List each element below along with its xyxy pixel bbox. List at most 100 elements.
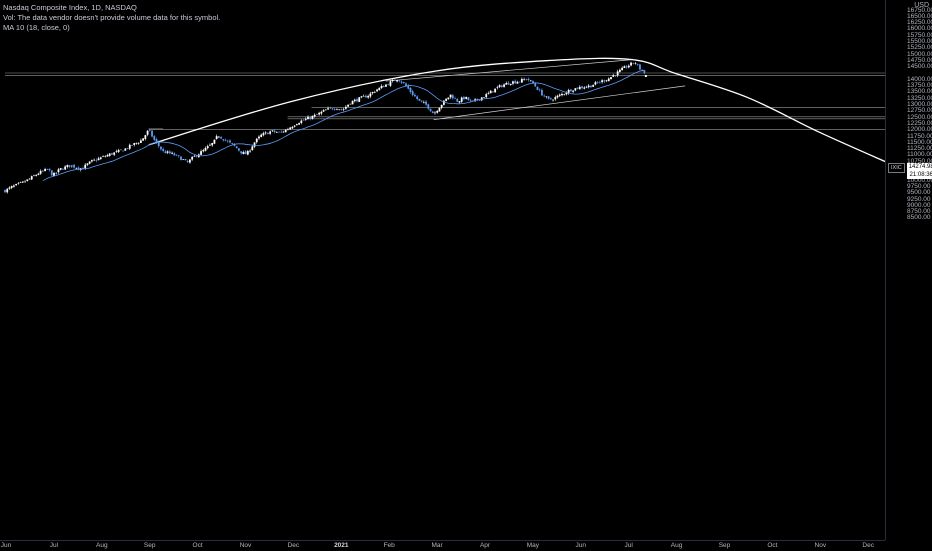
candle-body [572,90,575,92]
candle-body [82,168,84,169]
candle-body [329,107,332,109]
candle-body [478,99,481,101]
candle-body [26,179,29,182]
time-axis[interactable]: Jun Jul Aug Sep Oct Nov Dec 2021 Feb Mar Apr May Jun… [0,540,885,551]
candle-body [489,90,492,94]
candle-body [304,118,307,120]
chart-legend: Nasdaq Composite Index, 1D, NASDAQ Vol: … [3,3,220,33]
candle-body [607,78,610,82]
candle-body [405,83,407,86]
candle-body [632,62,635,64]
candle-body [244,151,247,155]
candle-body [349,103,352,105]
candle-body [231,142,234,144]
price-plot[interactable] [0,0,885,540]
candle-body [177,155,180,157]
candle-body [224,139,227,141]
symbol-title[interactable]: Nasdaq Composite Index, 1D, NASDAQ [3,3,137,12]
candle-body [4,190,6,193]
candle-body [554,97,557,100]
candle-body [266,132,269,135]
candle-body [59,168,62,170]
candle-body [193,155,196,157]
candle-body [523,79,526,80]
candle-body [10,186,13,188]
candle-body [68,165,71,167]
price-tick-label: 9500.00 [907,189,931,197]
candle-body [467,97,470,101]
candle-body [420,100,423,102]
candle-body [463,96,465,100]
candle-body [104,156,107,157]
candle-body [643,70,646,73]
time-tick-label: Sep [718,542,731,549]
candle-body [240,151,243,154]
candle-body [581,86,583,88]
candle-body [474,99,476,101]
candle-body [273,130,276,133]
price-tick-label: 13500.00 [907,88,932,96]
candle-body [552,99,554,101]
candle-body [135,142,138,144]
price-tick-label: 13250.00 [907,94,932,102]
candle-body [376,89,378,92]
candle-body [255,138,258,143]
candle-body [269,131,272,134]
candle-body [124,148,127,151]
candle-body [246,151,249,155]
candle-body [316,114,318,115]
candle-body [133,143,136,145]
candle-body [117,150,120,152]
candle-body [630,62,632,66]
candle-body [66,165,69,167]
candle-body [215,136,218,140]
candle-body [402,82,405,84]
candle-body [471,100,474,102]
candle-body [391,79,394,82]
candle-body [569,89,572,92]
candle-body [324,109,327,111]
candle-body [73,164,75,168]
candle-body [485,94,488,98]
candle-body [389,81,392,86]
time-tick-label: Apr [479,542,491,549]
price-axis[interactable]: USD 16750.00 16500.00 16250.00 16000.00 1575… [885,0,932,540]
ma-indicator-label[interactable]: MA 10 (18, close, 0) [3,23,70,32]
candle-body [331,108,334,110]
last-price-marker [644,75,647,78]
candle-body [445,98,448,101]
candle-body [253,142,256,147]
candle-body [298,123,300,125]
candle-body [422,102,425,103]
candle-body [295,124,298,126]
candle-body [44,169,47,172]
candle-body [447,97,450,100]
candle-body [262,133,265,136]
candle-body [35,174,38,176]
candle-body [162,148,165,151]
candle-body [494,88,497,93]
candle-body [585,86,588,88]
price-tick-label: 15000.00 [907,50,932,58]
time-tick-label: Jul [624,542,633,549]
candle-body [610,77,612,80]
candle-body [382,86,385,88]
candle-body [311,115,314,119]
price-tick-label: 10000.00 [907,176,932,184]
candle-body [427,104,430,109]
candle-body [186,160,189,162]
price-tick-label: 15750.00 [907,31,932,39]
candle-body [233,143,236,146]
candle-body [429,108,432,112]
candle-body [567,89,570,94]
candle-body [144,135,147,139]
candle-body [8,187,11,189]
candle-body [561,93,563,96]
candle-body [565,92,568,95]
candle-body [175,154,178,156]
candle-body [416,96,419,99]
arc-drawing [148,57,885,163]
candle-body [536,86,539,91]
candle-body [235,146,238,149]
